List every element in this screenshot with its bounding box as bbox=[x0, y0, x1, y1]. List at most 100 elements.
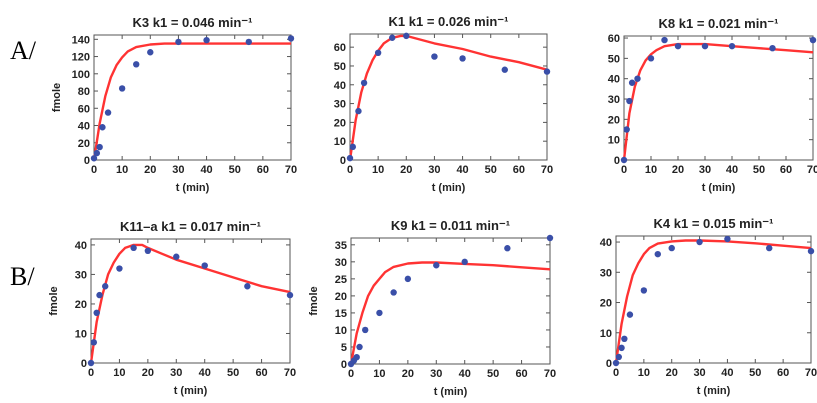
chart-2-x-tick-label: 50 bbox=[485, 164, 497, 176]
chart-3-y-tick-label: 60 bbox=[608, 33, 620, 45]
chart-2-data-point bbox=[459, 55, 466, 62]
chart-4-model-curve bbox=[89, 243, 291, 364]
chart-3-y-tick-label: 0 bbox=[614, 155, 620, 167]
chart-1-y-axis-label: fmole bbox=[51, 83, 63, 112]
chart-1-data-point bbox=[96, 143, 103, 151]
chart-4-data-point bbox=[286, 291, 294, 299]
chart-3-x-tick-label: 10 bbox=[645, 164, 657, 176]
chart-6-data-point bbox=[766, 244, 773, 252]
chart-6-x-tick-label: 50 bbox=[749, 367, 761, 379]
chart-4-data-point bbox=[201, 262, 208, 269]
chart-5-model-curve bbox=[349, 261, 551, 365]
chart-4-x-tick-label: 0 bbox=[88, 367, 94, 379]
chart-1-x-tick-label: 20 bbox=[144, 164, 156, 176]
chart-6-data-point bbox=[724, 235, 731, 243]
chart-5-y-tick-label: 20 bbox=[335, 291, 347, 303]
chart-4-x-tick-label: 50 bbox=[227, 367, 239, 379]
chart-3-data-point bbox=[626, 97, 633, 105]
chart-4-data-point bbox=[96, 291, 103, 299]
chart-1-data-point bbox=[118, 85, 126, 92]
chart-3-data-point bbox=[728, 42, 736, 50]
chart-6-data-point bbox=[696, 238, 703, 246]
chart-5-data-point bbox=[504, 245, 511, 252]
chart-2-y-tick-label: 20 bbox=[334, 117, 346, 129]
chart-6-panel: K4 k1 = 0.015 min⁻¹ 0 10 20 30 40 50 60 70 0 10 20 3… bbox=[600, 216, 817, 397]
chart-3-data-point bbox=[769, 44, 776, 52]
chart-2-data-point bbox=[431, 53, 438, 60]
chart-1-data-point bbox=[245, 38, 252, 46]
chart-4-x-axis-label: t (min) bbox=[174, 385, 208, 397]
chart-4-y-tick-label: 30 bbox=[75, 269, 87, 281]
chart-6-x-axis-label: t (min) bbox=[697, 385, 731, 397]
chart-2-panel: K1 k1 = 0.026 min⁻¹ 0 10 20 30 40 50 60 70 0 10 20 3… bbox=[334, 14, 553, 194]
chart-6-plot-frame bbox=[615, 235, 812, 364]
chart-1-x-tick-label: 10 bbox=[116, 164, 128, 176]
chart-5-x-tick-label: 20 bbox=[402, 368, 414, 380]
chart-2-x-axis-label: t (min) bbox=[432, 182, 466, 194]
chart-5-x-tick-label: 50 bbox=[487, 368, 499, 380]
chart-3-data-point bbox=[634, 75, 641, 82]
chart-3-data-point bbox=[620, 156, 628, 164]
row-label-a: A/ bbox=[10, 36, 36, 65]
chart-3-x-tick-label: 20 bbox=[672, 164, 684, 176]
chart-4-x-tick-label: 20 bbox=[142, 367, 154, 379]
chart-5-data-point bbox=[461, 258, 468, 266]
chart-4-x-tick-label: 40 bbox=[199, 367, 211, 379]
chart-2-x-tick-label: 10 bbox=[372, 164, 384, 176]
chart-4-plot-frame bbox=[90, 238, 291, 364]
chart-1-x-tick-label: 50 bbox=[229, 164, 241, 176]
chart-1-data-point bbox=[104, 109, 112, 116]
chart-5-y-tick-label: 30 bbox=[335, 257, 347, 269]
chart-6-y-tick-label: 30 bbox=[600, 267, 612, 279]
chart-1-data-point bbox=[93, 149, 101, 157]
chart-6-data-point bbox=[640, 287, 648, 294]
chart-3-model-curve bbox=[622, 42, 814, 161]
chart-6-data-point bbox=[621, 335, 628, 343]
chart-5-data-point bbox=[433, 262, 440, 269]
chart-4-x-tick-label: 30 bbox=[170, 367, 182, 379]
chart-2-data-point bbox=[360, 79, 368, 87]
chart-6-data-point bbox=[626, 311, 634, 318]
chart-6-data-point bbox=[654, 250, 661, 258]
chart-6-data-point bbox=[807, 247, 815, 255]
chart-6-x-tick-label: 40 bbox=[721, 367, 733, 379]
chart-6-y-tick-label: 10 bbox=[600, 328, 612, 340]
chart-1-x-tick-label: 30 bbox=[172, 164, 184, 176]
chart-5-y-tick-label: 10 bbox=[335, 325, 347, 337]
chart-3-data-point bbox=[661, 36, 668, 44]
chart-1-x-tick-label: 0 bbox=[91, 164, 97, 176]
chart-6-x-tick-label: 20 bbox=[666, 367, 678, 379]
chart-4-y-tick-label: 0 bbox=[81, 358, 87, 370]
chart-3-y-tick-label: 20 bbox=[608, 114, 620, 126]
chart-5-y-tick-label: 5 bbox=[341, 342, 347, 354]
chart-5-x-tick-label: 40 bbox=[459, 368, 471, 380]
chart-3-title: K8 k1 = 0.021 min⁻¹ bbox=[659, 16, 779, 31]
chart-5-x-tick-label: 60 bbox=[515, 368, 527, 380]
chart-1-data-point bbox=[203, 36, 210, 44]
chart-4-data-point bbox=[244, 283, 251, 290]
chart-3-x-tick-label: 30 bbox=[699, 164, 711, 176]
chart-1-y-tick-label: 140 bbox=[72, 34, 90, 46]
chart-1-data-point bbox=[99, 124, 106, 131]
chart-4-data-point bbox=[102, 283, 109, 290]
chart-3-data-point bbox=[623, 126, 630, 133]
chart-5-data-point bbox=[546, 234, 554, 242]
chart-5-x-axis-label: t (min) bbox=[434, 386, 468, 398]
chart-4-data-point bbox=[93, 309, 100, 317]
chart-2-y-tick-label: 60 bbox=[334, 42, 346, 54]
chart-2-y-tick-label: 50 bbox=[334, 61, 346, 73]
chart-3-data-point bbox=[628, 79, 636, 86]
chart-2-y-tick-label: 10 bbox=[334, 136, 346, 148]
chart-1-x-axis-label: t (min) bbox=[176, 182, 210, 194]
chart-1-y-tick-label: 120 bbox=[72, 52, 90, 64]
chart-6-y-tick-label: 40 bbox=[600, 237, 612, 249]
chart-4-y-tick-label: 10 bbox=[75, 328, 87, 340]
chart-1-data-point bbox=[175, 38, 182, 46]
chart-6-x-tick-label: 70 bbox=[805, 367, 817, 379]
chart-3-panel: K8 k1 = 0.021 min⁻¹ 0 10 20 30 40 50 60 70 0 10 20 3… bbox=[608, 16, 817, 194]
chart-3-data-point bbox=[674, 42, 682, 50]
chart-3-x-axis-label: t (min) bbox=[702, 182, 736, 194]
chart-5-x-tick-label: 30 bbox=[430, 368, 442, 380]
